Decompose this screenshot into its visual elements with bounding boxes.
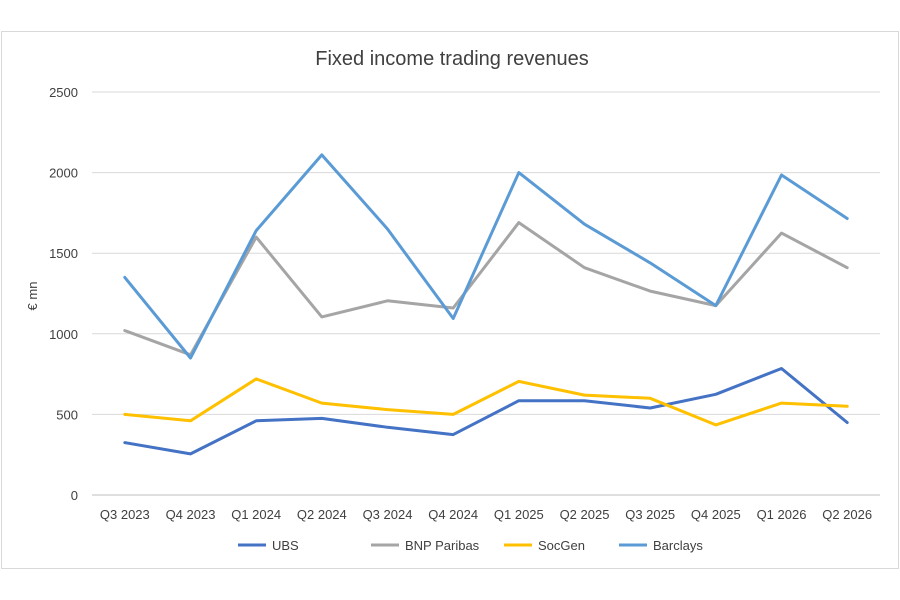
x-tick-label: Q3 2024 (363, 507, 413, 522)
y-tick-label: 2000 (49, 166, 78, 181)
x-tick-label: Q2 2024 (297, 507, 347, 522)
chart-title: Fixed income trading revenues (315, 48, 588, 70)
x-tick-label: Q2 2026 (822, 507, 872, 522)
x-tick-label: Q3 2025 (625, 507, 675, 522)
y-tick-label: 1500 (49, 246, 78, 261)
y-tick-label: 1000 (49, 327, 78, 342)
series-line-barclays (123, 153, 849, 360)
x-tick-label: Q4 2024 (428, 507, 478, 522)
legend-label-bnp-paribas: BNP Paribas (405, 538, 480, 553)
y-tick-label: 500 (56, 407, 78, 422)
gridlines (92, 91, 880, 496)
x-tick-label: Q4 2023 (166, 507, 216, 522)
series-line-socgen (123, 377, 849, 427)
legend-label-barclays: Barclays (653, 538, 703, 553)
series-line-bnp-paribas (123, 221, 849, 357)
y-tick-label: 2500 (49, 85, 78, 100)
legend: UBS BNP Paribas SocGen Barclays (238, 538, 703, 553)
x-tick-label: Q2 2025 (560, 507, 610, 522)
chart-border (1, 31, 899, 569)
legend-label-ubs: UBS (272, 538, 299, 553)
x-tick-label: Q3 2023 (100, 507, 150, 522)
x-tick-label: Q1 2024 (231, 507, 281, 522)
legend-label-socgen: SocGen (538, 538, 585, 553)
series-line-ubs (123, 367, 849, 456)
y-axis-label: € mn (25, 282, 40, 311)
y-tick-label: 0 (71, 488, 78, 503)
x-tick-label: Q1 2026 (757, 507, 807, 522)
y-tick-labels: 0 500 1000 1500 2000 2500 (49, 85, 78, 503)
x-tick-label: Q4 2025 (691, 507, 741, 522)
series-lines (123, 153, 849, 456)
x-tick-labels: Q3 2023 Q4 2023 Q1 2024 Q2 2024 Q3 2024 Q4 20… (100, 507, 872, 522)
x-tick-label: Q1 2025 (494, 507, 544, 522)
